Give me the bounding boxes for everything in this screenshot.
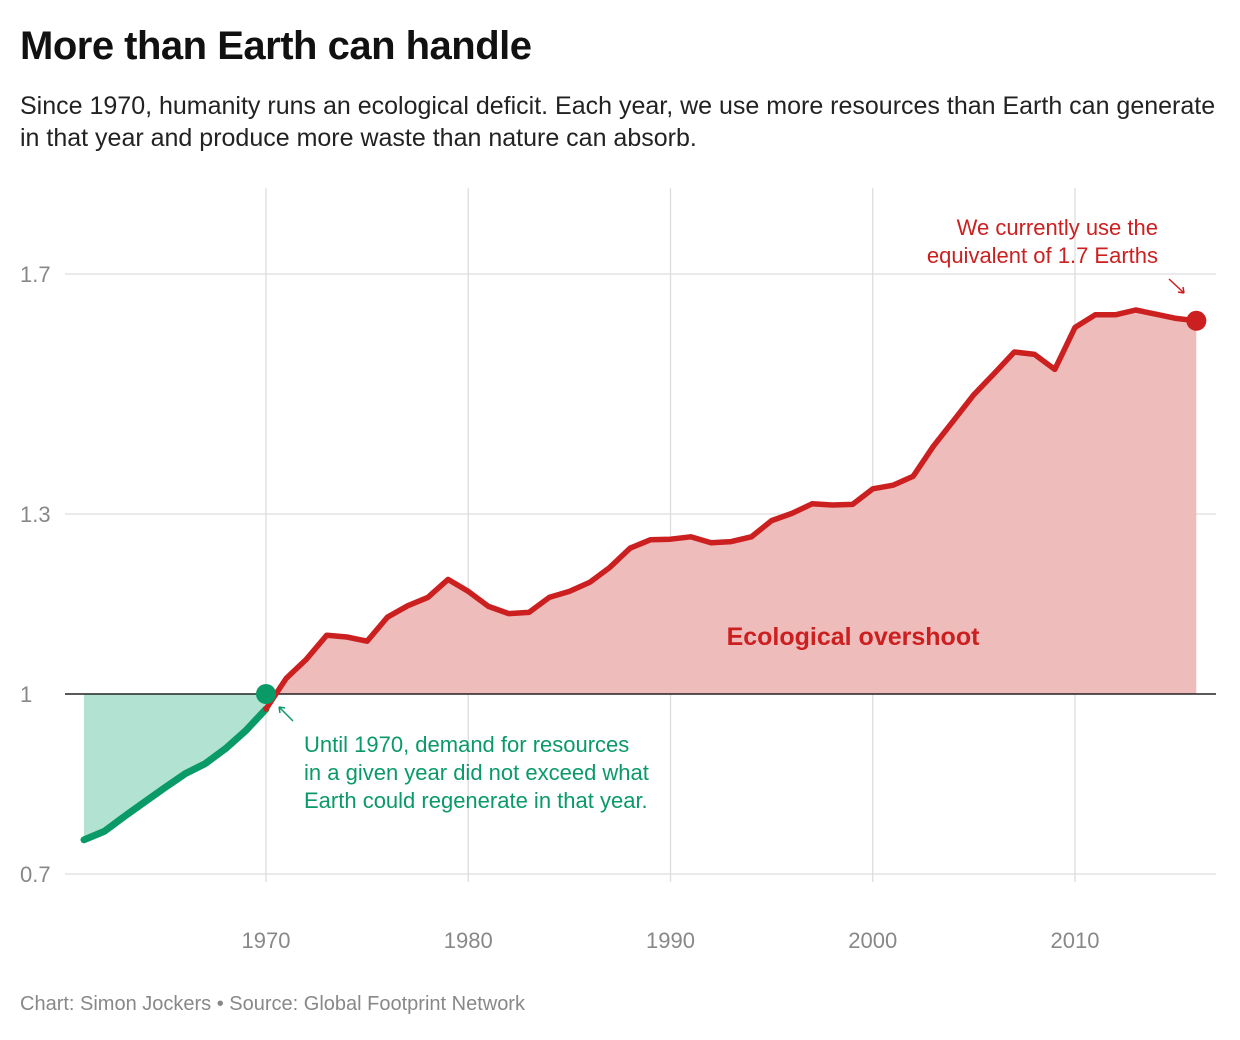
reserve-arrow-icon	[278, 706, 294, 722]
point-1970	[256, 684, 276, 704]
ecological-reserve-area	[84, 694, 266, 840]
current-annotation-line: We currently use the	[957, 215, 1158, 240]
axis-tick-labels: 0.7 1 1.3 1.7 1970 1980 1990 2000 2010	[20, 262, 1099, 953]
highlight-points	[256, 310, 1207, 704]
series-line-after-1970	[263, 307, 1200, 712]
y-tick-label: 1.7	[20, 262, 51, 287]
x-tick-label: 1980	[444, 928, 493, 953]
reserve-annotation-line: in a given year did not exceed what	[304, 760, 649, 785]
y-tick-label: 1	[20, 682, 32, 707]
current-annotation: We currently use the equivalent of 1.7 E…	[927, 215, 1185, 294]
x-tick-label: 2010	[1051, 928, 1100, 953]
chart-title: More than Earth can handle	[20, 24, 532, 68]
x-tick-label: 2000	[848, 928, 897, 953]
current-annotation-line: equivalent of 1.7 Earths	[927, 243, 1158, 268]
overshoot-annotation: Ecological overshoot	[727, 623, 981, 651]
x-tick-label: 1990	[646, 928, 695, 953]
point-2016	[1186, 310, 1207, 331]
chart-source-credit: Chart: Simon Jockers • Source: Global Fo…	[20, 993, 525, 1015]
reserve-annotation-line: Earth could regenerate in that year.	[304, 788, 648, 813]
reserve-annotation: Until 1970, demand for resources in a gi…	[278, 706, 649, 813]
y-tick-label: 0.7	[20, 862, 51, 887]
current-arrow-icon	[1168, 278, 1185, 294]
chart-subtitle: Since 1970, humanity runs an ecological …	[20, 92, 1216, 152]
x-tick-label: 1970	[242, 928, 291, 953]
y-tick-label: 1.3	[20, 502, 51, 527]
series-line-before-1970	[80, 705, 270, 844]
reserve-annotation-line: Until 1970, demand for resources	[304, 732, 629, 757]
